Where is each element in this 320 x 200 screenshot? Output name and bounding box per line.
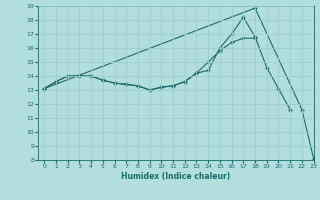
X-axis label: Humidex (Indice chaleur): Humidex (Indice chaleur)	[121, 172, 231, 181]
